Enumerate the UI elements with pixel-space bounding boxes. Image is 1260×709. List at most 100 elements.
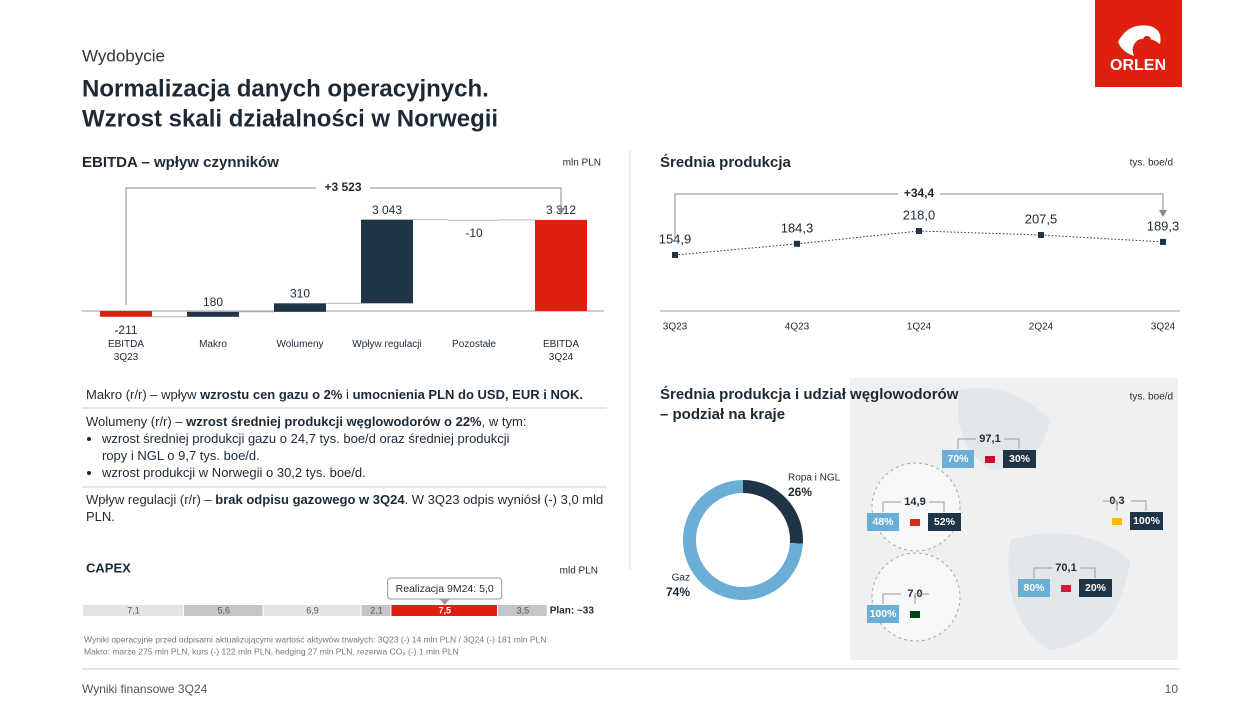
x-tick-label: EBITDA 3Q24	[542, 339, 580, 363]
x-tick-label: Pozostałe	[452, 339, 496, 350]
x-tick-label: 4Q23	[785, 322, 810, 333]
share-label: 100%	[1133, 515, 1161, 527]
data-label: 180	[203, 295, 223, 309]
share-box	[942, 450, 974, 468]
chart-title: EBITDA – wpływ czynników	[82, 154, 279, 171]
note-text: Wolumeny (r/r) –	[86, 414, 187, 429]
bracket-label-bg	[316, 181, 370, 195]
share-label: 52%	[934, 516, 956, 528]
note: Makro (r/r) – wpływ wzrostu cen gazu o 2…	[86, 386, 611, 403]
region-bracket	[882, 593, 929, 604]
bar-segment	[391, 605, 497, 616]
x-tick-label: Wpływ regulacji	[352, 339, 422, 350]
slide-title: Wzrost skali działalności w Norwegii	[82, 105, 498, 132]
point	[794, 240, 800, 247]
note-paragraph: Wolumeny (r/r) – wzrost średniej produkc…	[86, 413, 611, 430]
unit-label: tys. boe/d	[1130, 158, 1173, 169]
data-label: 26%	[788, 485, 812, 499]
share-box	[928, 513, 961, 531]
slide-title: Normalizacja danych operacyjnych.	[82, 75, 489, 102]
data-label: 6,9	[306, 605, 319, 615]
data-label: 189,3	[1147, 218, 1180, 233]
data-label: 218,0	[903, 207, 936, 222]
bracket-label-bg	[898, 187, 940, 201]
share-label: 70%	[947, 453, 969, 465]
footnote: Wyniki operacyjne przed odpisami aktuali…	[84, 634, 546, 644]
data-label: 3 043	[372, 203, 402, 217]
logo-box	[1095, 0, 1182, 87]
data-label: 310	[290, 286, 310, 300]
donut-segment	[743, 480, 803, 544]
unit-label: mln PLN	[563, 158, 601, 169]
data-label: 184,3	[781, 220, 814, 235]
note-text: Makro (r/r) – wpływ	[86, 387, 201, 402]
note-text: i	[342, 387, 353, 402]
unit-label: mld PLN	[560, 566, 598, 577]
x-tick-label: Wolumeny	[276, 339, 324, 350]
point	[1038, 231, 1044, 238]
flag	[910, 611, 920, 618]
data-label: 5,6	[217, 605, 230, 615]
note-paragraph: Wpływ regulacji (r/r) – brak odpisu gazo…	[86, 491, 611, 525]
bar	[361, 219, 413, 304]
section-label: Wydobycie	[82, 46, 165, 65]
x-tick-label: 3Q23	[663, 322, 688, 333]
data-label: -211	[114, 323, 137, 337]
chart-title: Średnia produkcja i udział węglowodorów …	[660, 386, 959, 423]
share-label: 48%	[872, 516, 894, 528]
share-box	[1003, 450, 1036, 468]
annotation: +34,4	[904, 186, 935, 200]
note: Wolumeny (r/r) – wzrost średniej produkc…	[86, 413, 611, 481]
point	[1160, 238, 1166, 245]
flag	[985, 456, 995, 463]
point	[916, 227, 922, 234]
data-label: 7,5	[438, 605, 451, 615]
note-text: brak odpisu gazowego w 3Q24	[215, 492, 405, 507]
region-total: 14,9	[904, 496, 925, 508]
share-box	[1079, 579, 1112, 597]
share-box	[867, 513, 899, 531]
region-bracket	[1033, 567, 1096, 578]
share-box	[1130, 512, 1163, 530]
region-bracket	[957, 438, 1020, 449]
note-text: umocnienia PLN do USD, EUR i NOK.	[352, 387, 583, 402]
page-number: 10	[1165, 682, 1179, 696]
x-tick-label: 3Q24	[1151, 322, 1176, 333]
arrow-head	[1159, 210, 1167, 217]
data-label: -10	[465, 226, 483, 240]
region-total: 97,1	[979, 433, 1000, 445]
unit-label: tys. boe/d	[1130, 392, 1173, 403]
footnote: Makro: marże 275 mln PLN, kurs (-) 122 m…	[84, 646, 459, 656]
note-text: wzrost średniej produkcji węglowodorów o…	[186, 414, 482, 429]
bar	[535, 219, 587, 311]
footer-text: Wyniki finansowe 3Q24	[82, 682, 208, 696]
share-label: 100%	[870, 608, 898, 620]
x-tick-label: EBITDA 3Q23	[107, 339, 145, 363]
share-label: 30%	[1009, 453, 1031, 465]
data-label: 7,1	[127, 605, 140, 615]
bar-segment	[183, 605, 263, 616]
note-text: wzrostu cen gazu o 2%	[200, 387, 343, 402]
share-label: 80%	[1023, 582, 1045, 594]
bullet: wzrost średniej produkcji gazu o 24,7 ty…	[102, 430, 532, 464]
legend-label: Gaz	[672, 573, 690, 584]
logo-mark	[1118, 25, 1161, 56]
bar-segment	[263, 605, 361, 616]
plan-label: Plan: ~33	[550, 606, 595, 617]
share-label: 20%	[1085, 582, 1107, 594]
bar	[448, 219, 500, 222]
share-box	[867, 605, 899, 623]
x-tick-label: 2Q24	[1029, 322, 1054, 333]
bar	[100, 311, 152, 317]
bullet: wzrost produkcji w Norwegii o 30,2 tys. …	[102, 464, 532, 481]
region-bracket	[882, 501, 945, 512]
data-label: 2,1	[370, 605, 383, 615]
note-text: Wpływ regulacji (r/r) –	[86, 492, 216, 507]
logo-eye	[1143, 36, 1151, 44]
legend-label: Ropa i NGL	[788, 473, 841, 484]
annotation: +3 523	[324, 180, 361, 194]
arrow-head	[557, 208, 565, 215]
